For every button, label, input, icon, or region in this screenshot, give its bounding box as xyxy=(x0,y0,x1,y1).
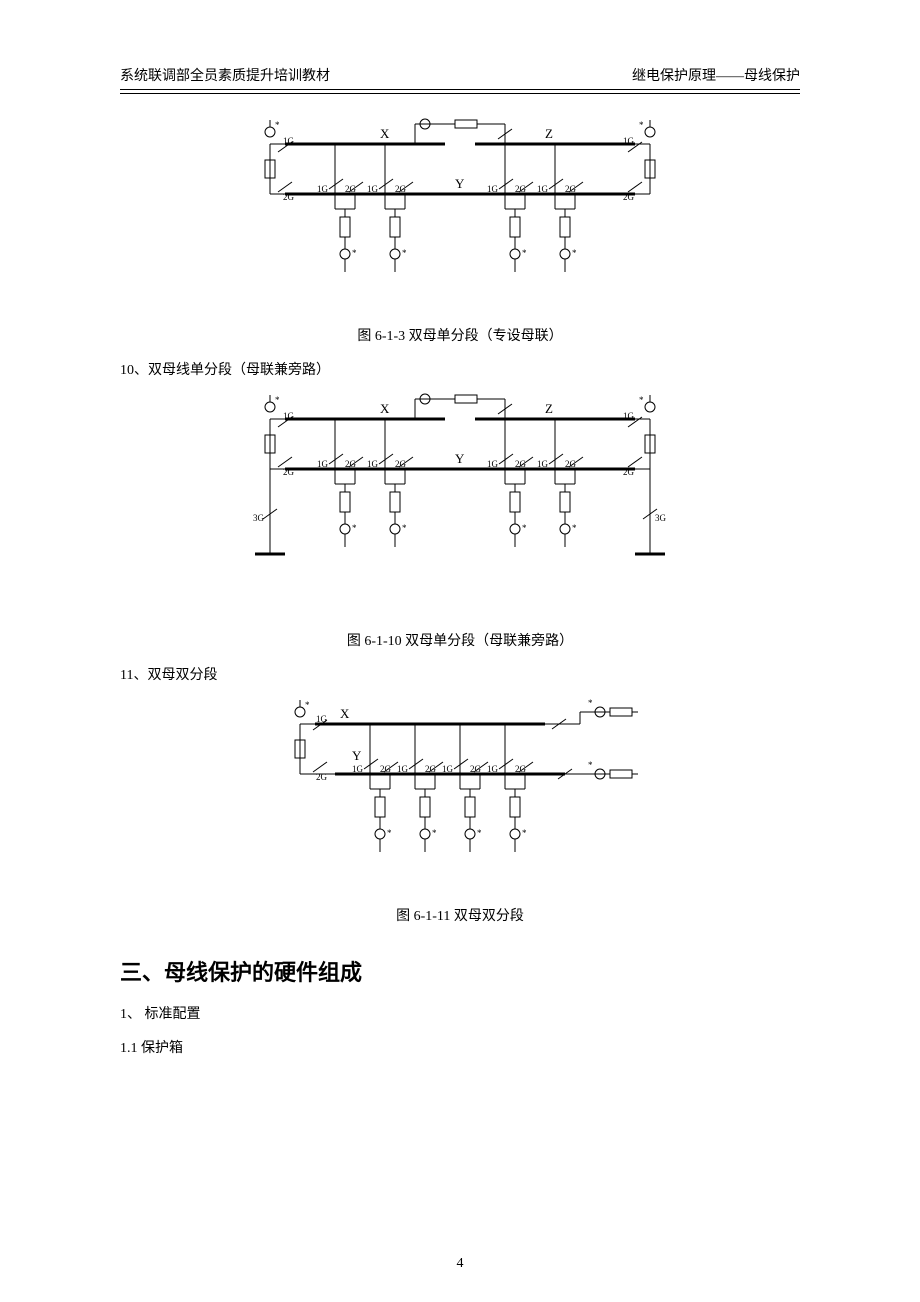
svg-text:1G: 1G xyxy=(367,459,379,469)
svg-text:1G: 1G xyxy=(367,184,379,194)
svg-text:2G: 2G xyxy=(395,184,407,194)
text-item-10: 10、双母线单分段（母联兼旁路） xyxy=(120,359,800,379)
section-heading-3: 三、母线保护的硬件组成 xyxy=(120,955,800,987)
svg-text:Y: Y xyxy=(455,451,465,466)
svg-text:2G: 2G xyxy=(395,459,407,469)
svg-text:1G: 1G xyxy=(487,184,499,194)
svg-text:2G: 2G xyxy=(345,459,357,469)
svg-text:1G: 1G xyxy=(623,136,635,146)
svg-text:1G: 1G xyxy=(397,764,409,774)
svg-text:*: * xyxy=(402,523,407,533)
svg-text:2G: 2G xyxy=(623,467,635,477)
svg-text:2G: 2G xyxy=(283,192,295,202)
svg-text:*: * xyxy=(417,114,422,118)
svg-text:*: * xyxy=(417,389,422,393)
svg-text:*: * xyxy=(305,700,310,710)
text-item-11: 11、双母双分段 xyxy=(120,664,800,684)
figure-6-1-3: X Z Y * * 1G 2G xyxy=(120,114,800,345)
svg-text:3G: 3G xyxy=(253,513,265,523)
svg-text:*: * xyxy=(522,523,527,533)
svg-text:*: * xyxy=(572,523,577,533)
svg-text:*: * xyxy=(352,523,357,533)
page-header: 系统联调部全员素质提升培训教材 继电保护原理——母线保护 xyxy=(120,65,800,90)
figure-6-1-11: X Y * 1G 2G * xyxy=(120,694,800,925)
svg-text:*: * xyxy=(522,248,527,258)
svg-text:*: * xyxy=(275,120,280,130)
label-y: Y xyxy=(455,176,465,191)
svg-text:2G: 2G xyxy=(283,467,295,477)
svg-text:2G: 2G xyxy=(515,764,527,774)
text-sub-1: 1、 标准配置 xyxy=(120,1003,800,1023)
diagram-6-1-11: X Y * 1G 2G * xyxy=(280,694,640,894)
diagram-6-1-3: X Z Y * * 1G 2G xyxy=(245,114,675,314)
svg-text:2G: 2G xyxy=(345,184,357,194)
svg-text:X: X xyxy=(340,706,350,721)
svg-text:*: * xyxy=(387,828,392,838)
svg-text:1G: 1G xyxy=(317,184,329,194)
svg-text:*: * xyxy=(588,760,593,770)
svg-text:1G: 1G xyxy=(316,714,328,724)
svg-text:2G: 2G xyxy=(515,184,527,194)
svg-text:1G: 1G xyxy=(623,411,635,421)
svg-text:2G: 2G xyxy=(380,764,392,774)
svg-text:2G: 2G xyxy=(623,192,635,202)
svg-text:1G: 1G xyxy=(537,459,549,469)
caption-6-1-3: 图 6-1-3 双母单分段（专设母联） xyxy=(120,325,800,345)
svg-text:*: * xyxy=(477,828,482,838)
svg-text:1G: 1G xyxy=(352,764,364,774)
svg-text:Z: Z xyxy=(545,401,553,416)
svg-text:2G: 2G xyxy=(425,764,437,774)
svg-text:*: * xyxy=(588,698,593,708)
svg-text:1G: 1G xyxy=(487,459,499,469)
svg-text:*: * xyxy=(639,395,644,405)
svg-text:*: * xyxy=(275,395,280,405)
svg-text:1G: 1G xyxy=(487,764,499,774)
diagram-6-1-10: X Z Y * * 1G 2G 3G xyxy=(245,389,675,619)
svg-text:Y: Y xyxy=(352,748,362,763)
header-right: 继电保护原理——母线保护 xyxy=(632,65,800,85)
svg-text:3G: 3G xyxy=(655,513,667,523)
svg-text:1G: 1G xyxy=(283,411,295,421)
svg-text:1G: 1G xyxy=(537,184,549,194)
caption-6-1-10: 图 6-1-10 双母单分段（母联兼旁路） xyxy=(120,630,800,650)
svg-text:*: * xyxy=(352,248,357,258)
svg-text:*: * xyxy=(402,248,407,258)
svg-text:X: X xyxy=(380,401,390,416)
svg-text:2G: 2G xyxy=(565,459,577,469)
svg-text:*: * xyxy=(522,828,527,838)
page-number: 4 xyxy=(0,1256,920,1272)
svg-text:2G: 2G xyxy=(565,184,577,194)
svg-text:1G: 1G xyxy=(442,764,454,774)
svg-text:1G: 1G xyxy=(283,136,295,146)
text-sub-1-1: 1.1 保护箱 xyxy=(120,1037,800,1057)
svg-text:2G: 2G xyxy=(515,459,527,469)
header-left: 系统联调部全员素质提升培训教材 xyxy=(120,65,330,85)
label-x: X xyxy=(380,126,390,141)
svg-text:*: * xyxy=(572,248,577,258)
svg-text:1G: 1G xyxy=(317,459,329,469)
header-rule xyxy=(120,93,800,94)
caption-6-1-11: 图 6-1-11 双母双分段 xyxy=(120,905,800,925)
svg-text:2G: 2G xyxy=(470,764,482,774)
label-z: Z xyxy=(545,126,553,141)
svg-text:*: * xyxy=(432,828,437,838)
svg-text:2G: 2G xyxy=(316,772,328,782)
svg-text:*: * xyxy=(639,120,644,130)
figure-6-1-10: X Z Y * * 1G 2G 3G xyxy=(120,389,800,650)
